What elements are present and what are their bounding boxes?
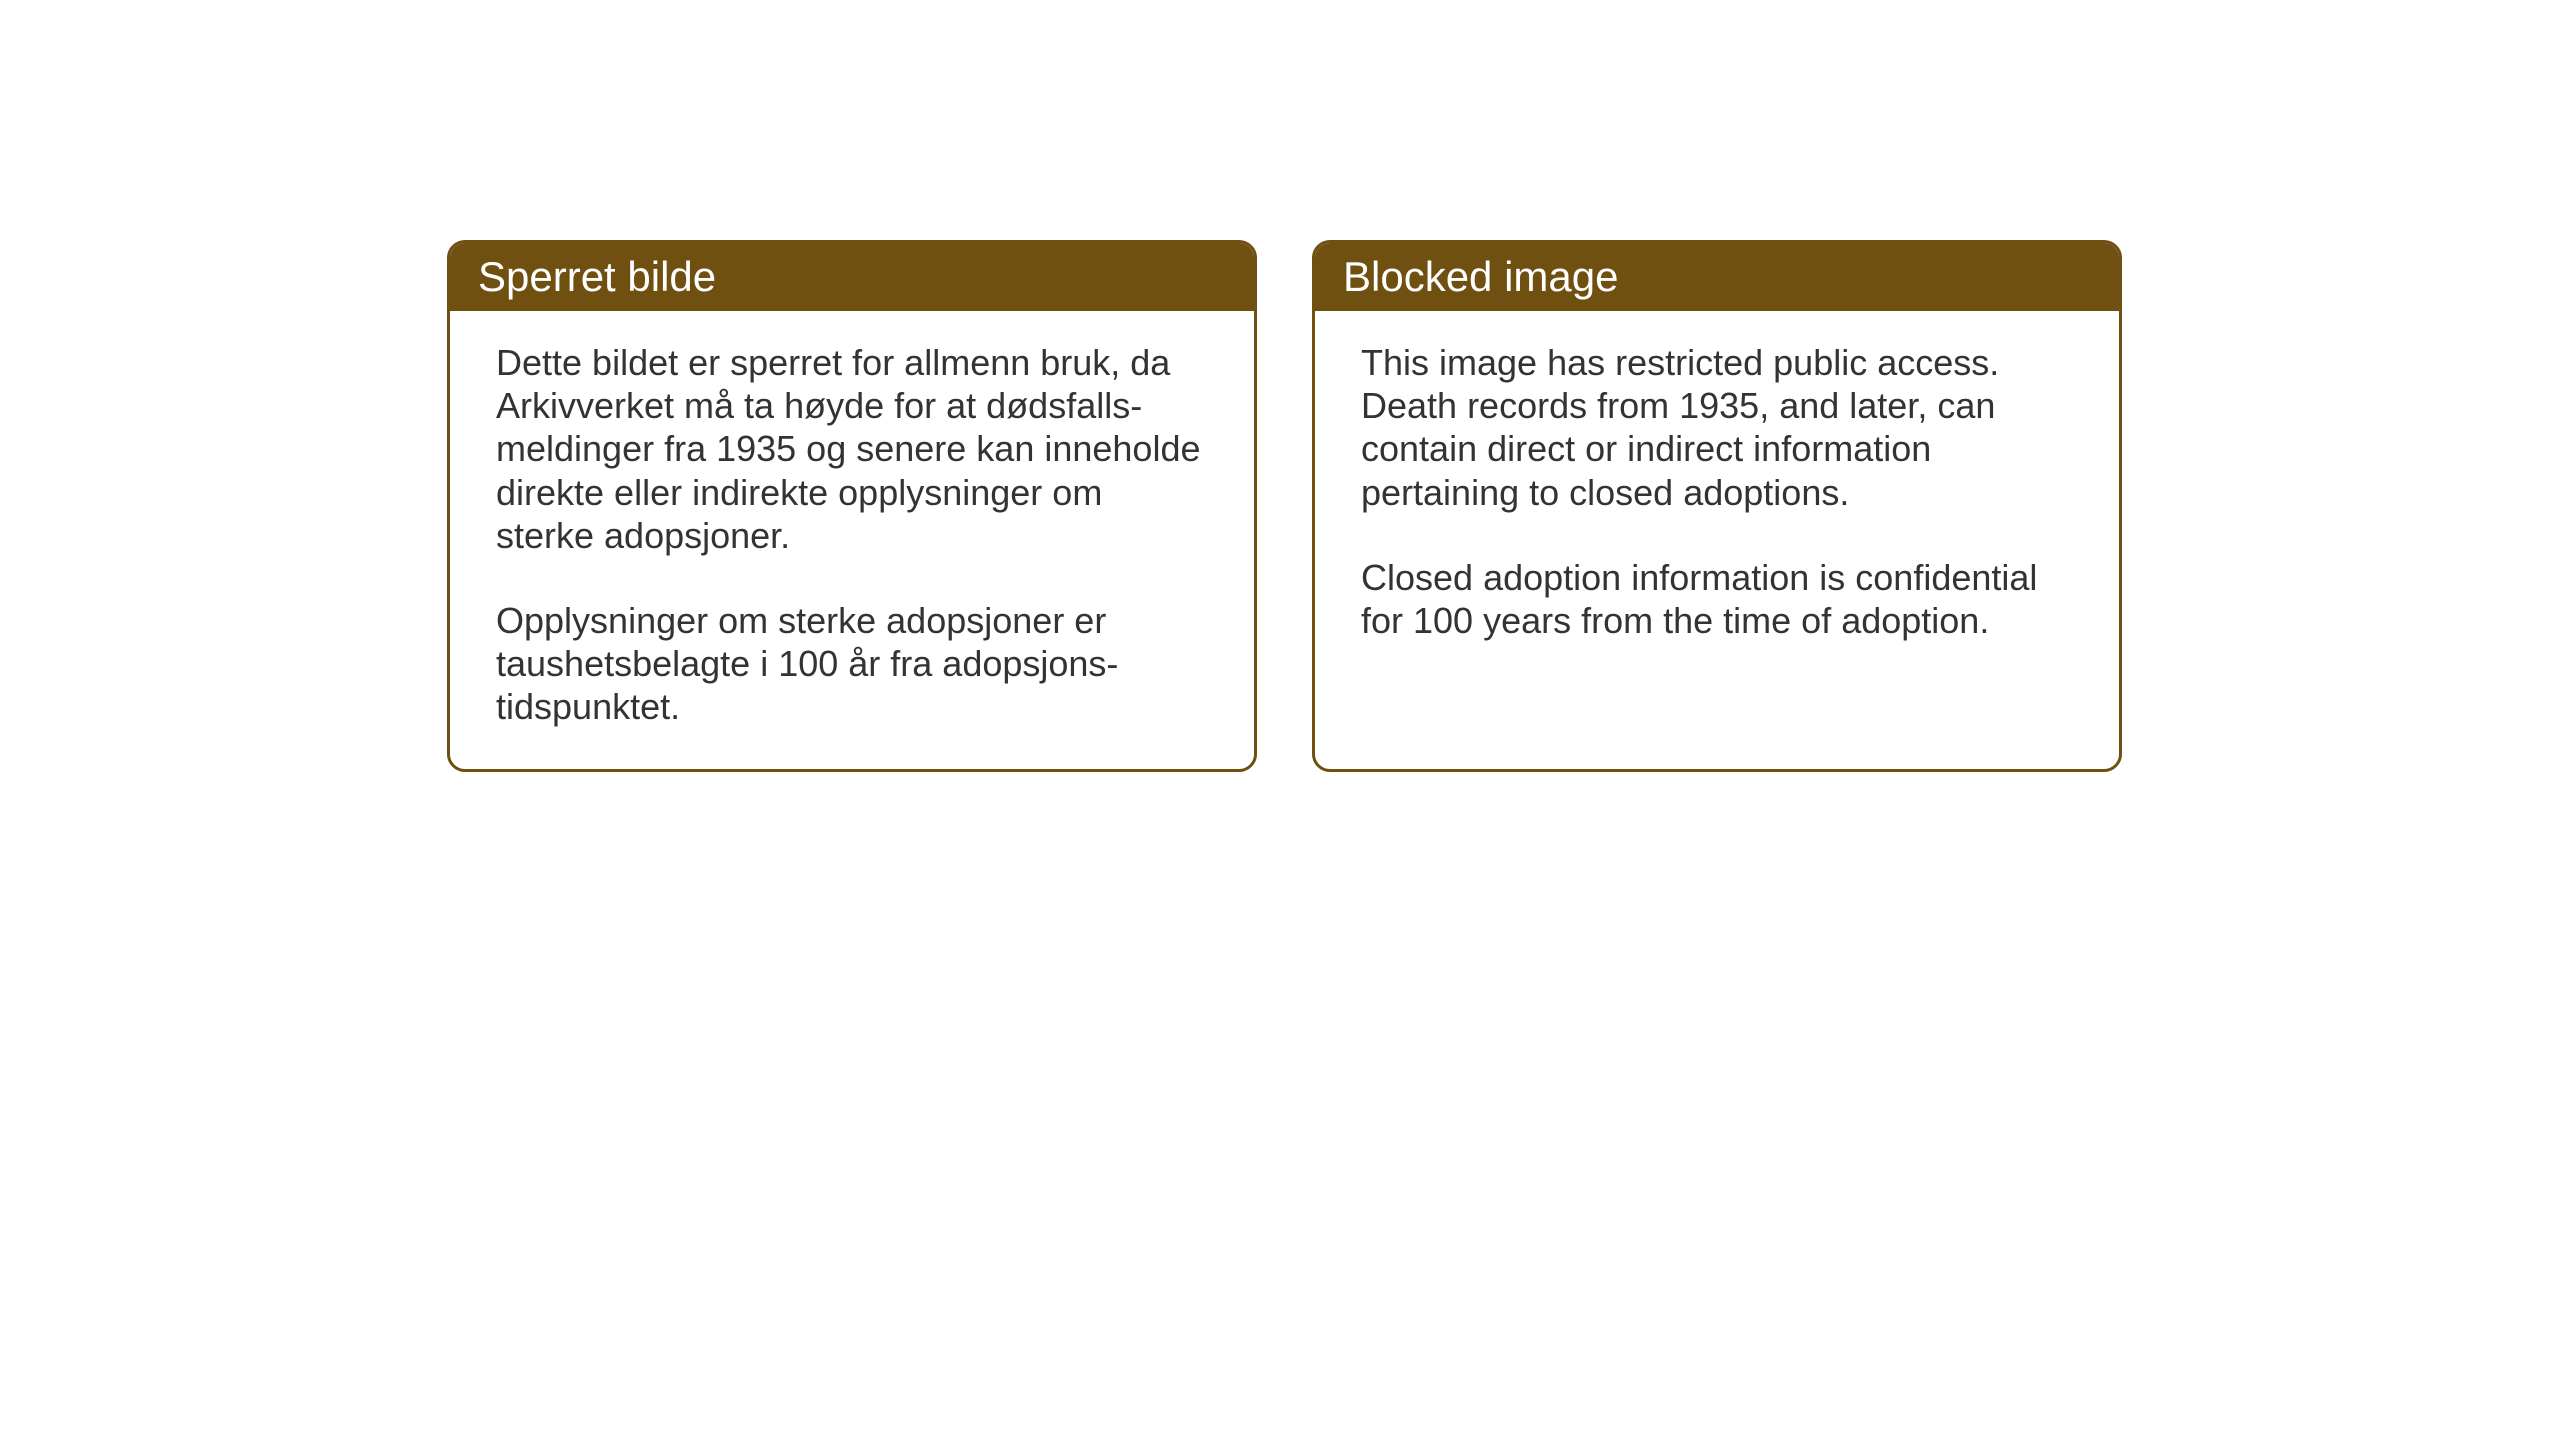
card-body-norwegian: Dette bildet er sperret for allmenn bruk… (450, 311, 1254, 769)
card-header-english: Blocked image (1315, 243, 2119, 311)
paragraph-1-english: This image has restricted public access.… (1361, 341, 2073, 514)
card-header-norwegian: Sperret bilde (450, 243, 1254, 311)
card-body-english: This image has restricted public access.… (1315, 311, 2119, 682)
card-norwegian: Sperret bilde Dette bildet er sperret fo… (447, 240, 1257, 772)
paragraph-2-norwegian: Opplysninger om sterke adopsjoner er tau… (496, 599, 1208, 729)
paragraph-1-norwegian: Dette bildet er sperret for allmenn bruk… (496, 341, 1208, 557)
paragraph-2-english: Closed adoption information is confident… (1361, 556, 2073, 642)
cards-container: Sperret bilde Dette bildet er sperret fo… (447, 240, 2122, 772)
card-english: Blocked image This image has restricted … (1312, 240, 2122, 772)
